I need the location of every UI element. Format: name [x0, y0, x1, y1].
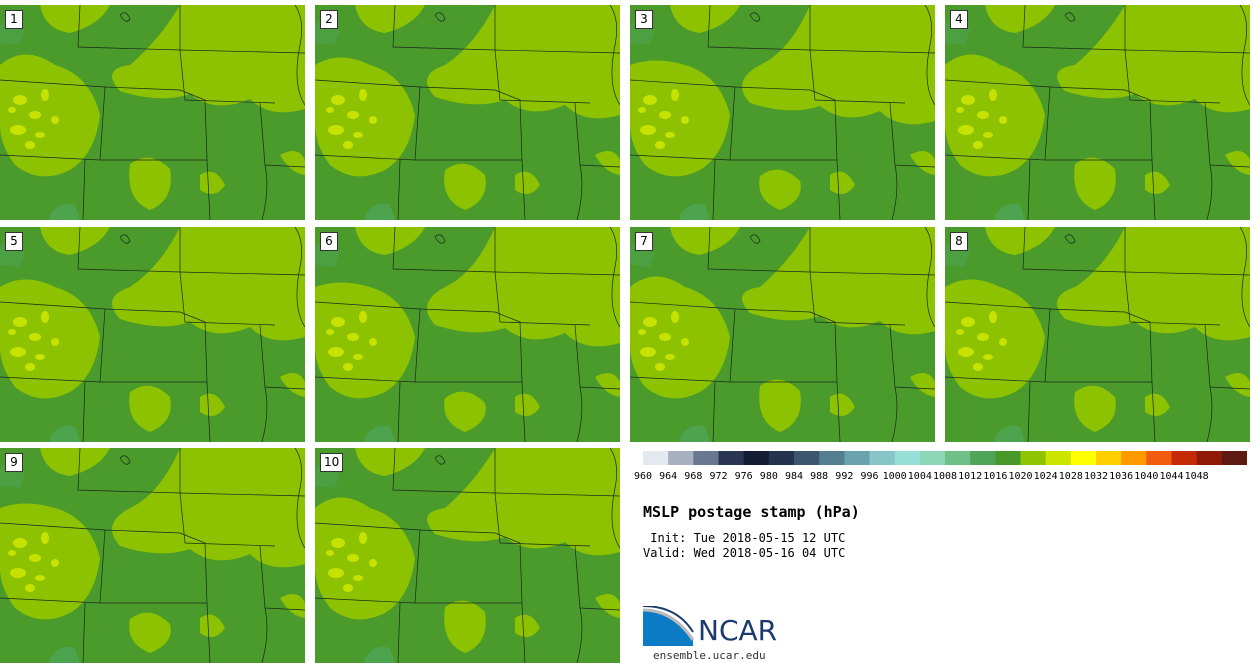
- colorbar-tick-label: 984: [784, 471, 804, 482]
- colorbar-tick-label: 1032: [1083, 471, 1109, 482]
- member-panel-7: 7: [630, 227, 935, 442]
- colorbar-segment: [1096, 451, 1122, 465]
- colorbar-tick-label: 1004: [907, 471, 932, 482]
- colorbar-tick-label: 1024: [1033, 471, 1058, 482]
- colorbar-tick-label: 1008: [932, 471, 958, 482]
- colorbar-segment: [894, 451, 921, 465]
- colorbar-tick-label: 960: [633, 471, 653, 482]
- member-number: 10: [320, 453, 344, 472]
- colorbar-tick-label: 980: [759, 471, 778, 482]
- colorbar-tick-label: 1036: [1109, 471, 1134, 482]
- mslp-map: [315, 227, 620, 442]
- colorbar-segment: [1221, 451, 1247, 465]
- member-panel-4: 4: [945, 5, 1250, 220]
- colorbar-labels: 960 964 968 972 976 980 984 988 992 996 1000 1004 10…: [630, 471, 1260, 485]
- member-number: 7: [635, 232, 653, 251]
- colorbar-segment: [970, 451, 996, 465]
- colorbar-segment: [1070, 451, 1097, 465]
- colorbar-segment: [995, 451, 1021, 465]
- colorbar-segment: [1171, 451, 1198, 465]
- colorbar-segment: [1196, 451, 1223, 465]
- member-number: 5: [5, 232, 23, 251]
- colorbar-segment: [718, 451, 745, 465]
- site-url: ensemble.ucar.edu: [653, 649, 766, 662]
- colorbar-tick-label: 996: [860, 471, 879, 482]
- colorbar-tick-label: 968: [684, 471, 703, 482]
- mslp-map: [315, 5, 620, 220]
- colorbar-segment: [743, 451, 770, 465]
- colorbar-segment: [668, 451, 694, 465]
- member-panel-2: 2: [315, 5, 620, 220]
- colorbar-segment: [919, 451, 946, 465]
- colorbar-tick-label: 964: [659, 471, 678, 482]
- colorbar-segment: [1045, 451, 1072, 465]
- colorbar: [643, 451, 1247, 465]
- mslp-map: [945, 5, 1250, 220]
- mslp-map: [630, 227, 935, 442]
- colorbar-tick-label: 1048: [1184, 471, 1209, 482]
- colorbar-tick-label: 976: [734, 471, 753, 482]
- ncar-logo-text: NCAR: [698, 614, 778, 647]
- colorbar-segment: [794, 451, 820, 465]
- mslp-map: [945, 227, 1250, 442]
- member-panel-9: 9: [0, 448, 305, 663]
- colorbar-tick-label: 1040: [1134, 471, 1159, 482]
- colorbar-segment: [1121, 451, 1147, 465]
- mslp-map: [0, 448, 305, 663]
- member-number: 1: [5, 10, 23, 29]
- colorbar-segment: [643, 451, 669, 465]
- member-number: 9: [5, 453, 23, 472]
- colorbar-segment: [844, 451, 870, 465]
- colorbar-segment: [693, 451, 719, 465]
- colorbar-tick-label: 1028: [1058, 471, 1083, 482]
- colorbar-tick-label: 972: [709, 471, 728, 482]
- colorbar-tick-label: 992: [835, 471, 854, 482]
- mslp-map: [0, 5, 305, 220]
- colorbar-segment: [869, 451, 896, 465]
- member-panel-1: 1: [0, 5, 305, 220]
- member-panel-8: 8: [945, 227, 1250, 442]
- init-time: Init: Tue 2018-05-15 12 UTC: [643, 531, 846, 545]
- member-number: 8: [950, 232, 968, 251]
- colorbar-segment: [945, 451, 971, 465]
- member-number: 3: [635, 10, 653, 29]
- member-number: 6: [320, 232, 338, 251]
- ncar-logo-icon: [643, 606, 695, 646]
- member-panel-10: 10: [315, 448, 620, 663]
- member-number: 4: [950, 10, 968, 29]
- member-panel-5: 5: [0, 227, 305, 442]
- colorbar-tick-label: 1000: [882, 471, 907, 482]
- colorbar-tick-label: 1044: [1159, 471, 1184, 482]
- colorbar-tick-label: 1016: [983, 471, 1008, 482]
- valid-time: Valid: Wed 2018-05-16 04 UTC: [643, 546, 846, 560]
- member-panel-6: 6: [315, 227, 620, 442]
- colorbar-tick-label: 1012: [958, 471, 983, 482]
- colorbar-segment: [819, 451, 845, 465]
- colorbar-tick-label: 988: [810, 471, 829, 482]
- chart-title: MSLP postage stamp (hPa): [643, 503, 860, 521]
- colorbar-segment: [1020, 451, 1047, 465]
- mslp-map: [630, 5, 935, 220]
- colorbar-segment: [1146, 451, 1172, 465]
- mslp-map: [315, 448, 620, 663]
- member-panel-3: 3: [630, 5, 935, 220]
- member-number: 2: [320, 10, 338, 29]
- colorbar-segment: [768, 451, 795, 465]
- colorbar-tick-label: 1020: [1008, 471, 1033, 482]
- mslp-map: [0, 227, 305, 442]
